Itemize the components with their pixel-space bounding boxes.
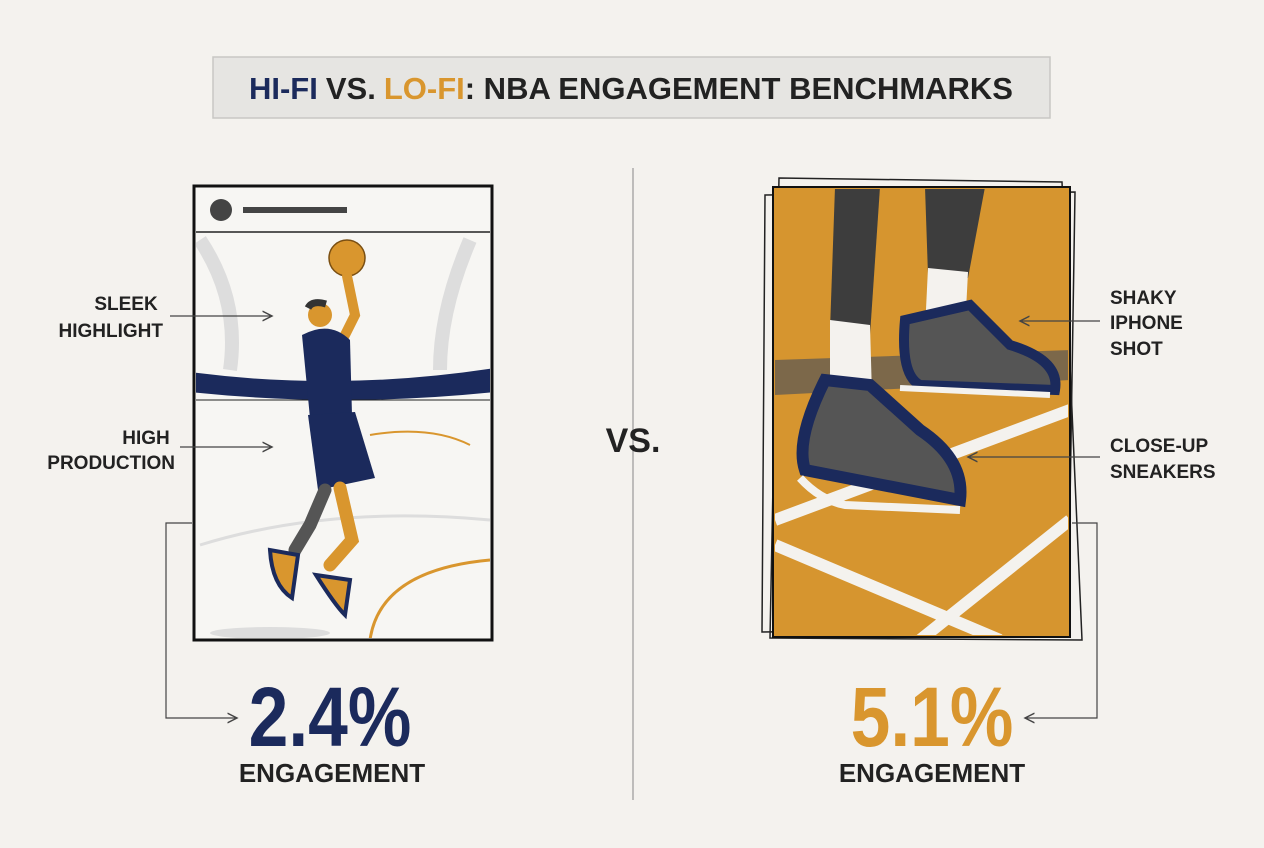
left-label-1: HIGH PRODUCTION — [47, 428, 175, 474]
title-hi: HI-FI — [249, 71, 318, 106]
right-label-0: SHAKY IPHONE SHOT — [1110, 288, 1188, 360]
label-line: SLEEK — [94, 294, 158, 315]
right-label-1: CLOSE-UP SNEAKERS — [1110, 436, 1216, 483]
left-label-0: SLEEK HIGHLIGHT — [59, 294, 164, 342]
left-stat: 2.4% — [249, 669, 412, 764]
bracket-arrow — [165, 522, 237, 718]
bracket-arrow — [1025, 522, 1098, 718]
right-stat: 5.1% — [851, 669, 1014, 764]
label-line: HIGHLIGHT — [59, 321, 164, 342]
label-line: SHAKY — [1110, 288, 1177, 309]
right-stat-caption: ENGAGEMENT — [839, 758, 1025, 788]
title-rest: : NBA ENGAGEMENT BENCHMARKS — [465, 71, 1013, 106]
label-line: SHOT — [1110, 339, 1163, 360]
label-line: IPHONE — [1110, 313, 1183, 334]
title: HI-FI VS. LO-FI: NBA ENGAGEMENT BENCHMARKS — [249, 71, 1013, 106]
title-box — [212, 56, 1051, 119]
label-line: HIGH — [122, 428, 170, 449]
vs-label: VS. — [606, 422, 661, 460]
left-stat-caption: ENGAGEMENT — [239, 758, 425, 788]
label-line: PRODUCTION — [47, 453, 175, 474]
label-line: CLOSE-UP — [1110, 436, 1209, 457]
lofi-frame — [761, 177, 1083, 641]
hifi-frame — [192, 184, 494, 642]
label-line: SNEAKERS — [1110, 462, 1216, 483]
title-vs: VS. — [326, 71, 376, 106]
title-lo: LO-FI — [384, 71, 465, 106]
